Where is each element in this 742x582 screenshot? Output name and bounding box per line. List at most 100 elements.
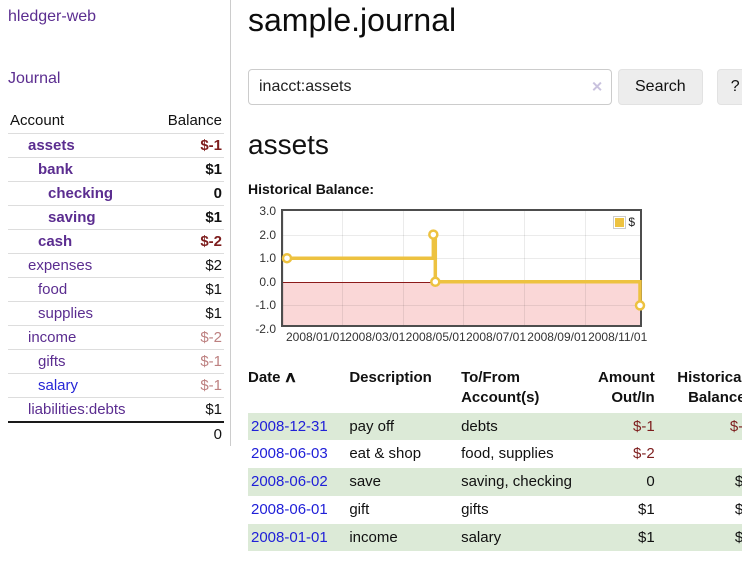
account-row: assets $-1 <box>8 133 224 158</box>
main-content: sample.journal ✕ Search ? assets Histori… <box>231 0 742 581</box>
account-row: cash $-2 <box>8 229 224 254</box>
account-balance: 0 <box>213 185 222 202</box>
account-balance: $1 <box>205 401 222 418</box>
transaction-description: eat & shop <box>349 445 422 463</box>
account-link[interactable]: income <box>28 329 77 346</box>
y-axis-tick-label: 0.0 <box>259 274 276 289</box>
account-row: food $1 <box>8 277 224 302</box>
transaction-description: income <box>349 528 398 546</box>
transaction-description: gift <box>349 500 370 518</box>
account-row: saving $1 <box>8 205 224 230</box>
transaction-amount: $-2 <box>633 445 655 463</box>
account-row: expenses $2 <box>8 253 224 278</box>
search-button[interactable]: Search <box>618 69 703 105</box>
account-row: salary $-1 <box>8 373 224 398</box>
transaction-date-link[interactable]: 2008-06-03 <box>251 445 328 463</box>
legend-swatch-icon <box>613 215 627 229</box>
y-axis-tick-label: 3.0 <box>259 204 276 218</box>
app-brand-link[interactable]: hledger-web <box>8 8 97 25</box>
historical-balance-chart: $ 2008/01/01 2008/03/01 2008/05/01 2008/07/… <box>248 204 647 347</box>
chart-legend: $ <box>611 214 637 230</box>
y-axis-tick-label: 2.0 <box>259 227 276 242</box>
account-link[interactable]: salary <box>38 377 79 394</box>
register-header-description: Description <box>349 369 432 386</box>
nav-journal-link[interactable]: Journal <box>8 70 61 87</box>
account-balance: $-2 <box>200 329 222 346</box>
transaction-accounts: food, supplies <box>461 445 554 463</box>
transaction-row: 2008-06-02 save saving, checking 0 $2 <box>248 468 742 496</box>
chart-x-axis-labels: 2008/01/01 2008/03/01 2008/05/01 2008/07/01… <box>281 330 647 347</box>
x-axis-tick-label: 2008/03/01 <box>345 330 406 344</box>
x-axis-tick-label: 2008/01/01 <box>285 330 347 344</box>
transaction-date-link[interactable]: 2008-12-31 <box>251 417 328 435</box>
transaction-balance: 0 <box>663 440 742 468</box>
account-row: bank $1 <box>8 157 224 182</box>
account-link[interactable]: liabilities:debts <box>28 401 126 418</box>
register-header-date[interactable]: Date ∧ <box>248 366 349 413</box>
account-balance: $1 <box>205 161 222 178</box>
x-axis-tick-label: 2008/07/01 <box>465 330 527 344</box>
help-button[interactable]: ? <box>716 69 742 105</box>
transaction-amount: $-1 <box>633 417 655 435</box>
account-row: checking 0 <box>8 181 224 206</box>
account-balance: $-1 <box>200 137 222 154</box>
chart-title: Historical Balance: <box>248 181 375 197</box>
transaction-accounts: debts <box>461 417 498 435</box>
y-axis-tick-label: -2.0 <box>255 322 276 336</box>
register-header-amount: Amount Out/In <box>598 369 655 407</box>
chart-grid-layers <box>283 211 640 325</box>
sidebar: hledger-web Journal Account Balance asse… <box>0 0 231 446</box>
account-link[interactable]: supplies <box>38 305 94 322</box>
y-axis-tick-label: 1.0 <box>259 251 276 266</box>
search-bar: ✕ Search ? <box>248 69 742 105</box>
transaction-amount: 0 <box>646 473 655 490</box>
sort-ascending-icon: ∧ <box>283 369 297 386</box>
transaction-balance: $2 <box>734 473 742 490</box>
register-header-balance: Historical Balance <box>677 369 742 407</box>
page-title: sample.journal <box>248 2 457 38</box>
search-input[interactable] <box>248 69 612 105</box>
account-link[interactable]: saving <box>48 209 96 226</box>
account-link[interactable]: food <box>38 281 68 298</box>
accounts-total-row: 0 <box>8 422 224 446</box>
account-link[interactable]: checking <box>48 185 114 202</box>
accounts-header-account: Account <box>10 112 65 129</box>
transaction-date-link[interactable]: 2008-01-01 <box>251 528 328 546</box>
transaction-amount: $1 <box>638 528 655 546</box>
transaction-description: pay off <box>349 417 395 435</box>
account-balance: $1 <box>205 209 222 226</box>
account-link[interactable]: bank <box>38 161 74 178</box>
account-link[interactable]: cash <box>38 233 73 250</box>
account-balance: $1 <box>205 281 222 298</box>
transaction-accounts: gifts <box>461 500 489 518</box>
account-balance: $-1 <box>200 353 222 370</box>
search-input-wrap: ✕ <box>248 69 612 105</box>
x-axis-tick-label: 2008/11/01 <box>588 330 648 344</box>
y-axis-tick-label: -1.0 <box>255 298 276 313</box>
account-row: liabilities:debts $1 <box>8 397 224 423</box>
register-header-accounts: To/From Account(s) <box>461 369 540 407</box>
chart-plot-area: $ <box>281 209 646 327</box>
account-link[interactable]: gifts <box>38 353 66 370</box>
transaction-row: 2008-01-01 income salary $1 $1 <box>248 523 742 552</box>
transaction-accounts: salary <box>461 528 502 546</box>
chart-series-line <box>281 229 646 311</box>
account-link[interactable]: assets <box>28 137 75 154</box>
account-balance: $-1 <box>200 377 222 394</box>
account-title: assets <box>248 129 329 160</box>
accounts-table: Account Balance assets $-1 bank $1 checking 0… <box>8 108 224 446</box>
register-header-row: Date ∧ Description To/From Account(s) Amo… <box>248 366 742 413</box>
account-balance: $-2 <box>200 233 222 250</box>
account-link[interactable]: expenses <box>28 257 93 274</box>
x-axis-tick-label: 2008/09/01 <box>527 330 588 344</box>
transaction-balance: $-1 <box>729 417 742 435</box>
register-table: Date ∧ Description To/From Account(s) Amo… <box>248 366 742 552</box>
accounts-total-value: 0 <box>213 426 222 443</box>
transaction-date-link[interactable]: 2008-06-02 <box>251 473 328 490</box>
clear-search-icon[interactable]: ✕ <box>591 78 603 95</box>
transaction-date-link[interactable]: 2008-06-01 <box>251 500 328 518</box>
legend-label: $ <box>628 215 635 229</box>
transaction-balance: $2 <box>734 500 742 518</box>
transaction-row: 2008-06-01 gift gifts $1 $2 <box>248 496 742 524</box>
